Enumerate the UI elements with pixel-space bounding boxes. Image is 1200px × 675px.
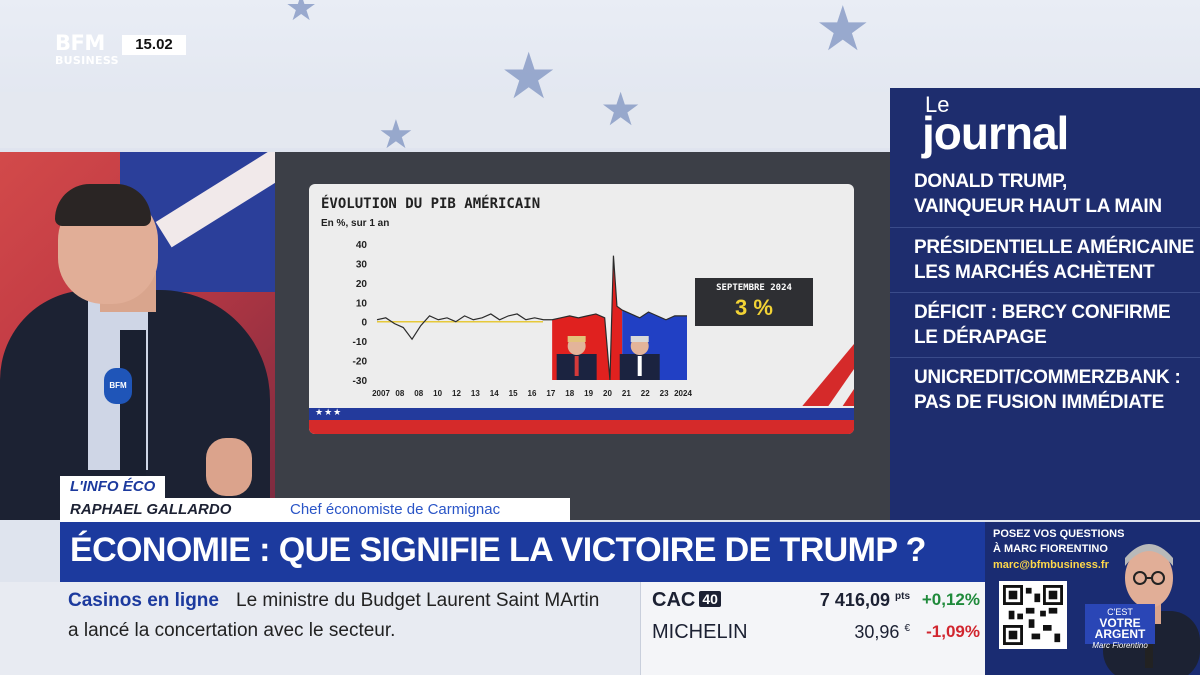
y-tick-label: -20 <box>353 357 368 368</box>
promo-panel: POSEZ VOS QUESTIONS À MARC FIORENTINO ma… <box>985 522 1200 675</box>
x-tick-label: 15 <box>509 389 518 398</box>
news-ticker: Casinos en ligne Le ministre du Budget L… <box>0 582 640 675</box>
journal-item[interactable]: DONALD TRUMP, VAINQUEUR HAUT LA MAIN <box>890 162 1200 226</box>
journal-item[interactable]: UNICREDIT/COMMERZBANK : PAS DE FUSION IMM… <box>890 357 1200 421</box>
headline-bar: ÉCONOMIE : QUE SIGNIFIE LA VICTOIRE DE T… <box>60 522 985 582</box>
chart-card: 40 30 20 10 0 -10 -20 -30 2007 08 08 10 12 13 14 15 16 17… <box>309 184 854 434</box>
journal-item-line1: DONALD TRUMP, <box>914 171 1068 192</box>
portrait-hair <box>630 336 649 342</box>
market-row: CAC 40 7 416,09 pts +0,12% <box>641 585 986 615</box>
show-badge-sign: Marc Fiorentino <box>1092 641 1148 650</box>
journal-panel: Le journal DONALD TRUMP, VAINQUEUR HAUT L… <box>890 88 1200 520</box>
promo-text: À MARC FIORENTINO <box>993 543 1108 555</box>
x-tick-label: 19 <box>584 389 593 398</box>
market-row: MICHELIN 30,96 € -1,09% <box>641 617 986 647</box>
guest-name: RAPHAEL GALLARDO <box>70 501 232 518</box>
promo-text: POSEZ VOS QUESTIONS <box>993 528 1125 540</box>
x-tick-label: 08 <box>414 389 423 398</box>
clock: 15.02 <box>122 35 186 55</box>
journal-item-line2: LE DÉRAPAGE <box>914 327 1047 348</box>
market-change: +0,12% <box>921 590 980 609</box>
host-portrait <box>1103 544 1200 675</box>
flag-strip <box>309 408 854 420</box>
market-name: MICHELIN <box>652 621 748 643</box>
star-icon: ★ <box>815 0 871 65</box>
x-tick-label: 21 <box>622 389 631 398</box>
y-tick-label: 40 <box>356 240 368 251</box>
market-badge: 40 <box>699 591 721 607</box>
journal-title: journal <box>922 107 1069 159</box>
x-tick-label: 14 <box>490 389 499 398</box>
microphone-icon: BFM <box>104 368 132 404</box>
star-icon: ★ <box>285 0 318 29</box>
logo-subtext: BUSINESS <box>55 54 119 67</box>
x-tick-label: 08 <box>395 389 404 398</box>
portrait-tie <box>574 356 579 376</box>
chart-subtitle: En %, sur 1 an <box>321 218 390 229</box>
journal-item[interactable]: PRÉSIDENTIELLE AMÉRICAINE : LES MARCHÉS A… <box>890 227 1200 291</box>
portrait-tie <box>637 356 642 376</box>
market-value: 7 416,09 <box>819 590 890 610</box>
y-tick-label: 0 <box>361 318 367 329</box>
y-tick-label: 10 <box>356 298 368 309</box>
journal-item-line1: DÉFICIT : BERCY CONFIRME <box>914 302 1171 323</box>
y-tick-label: 20 <box>356 279 368 290</box>
x-tick-label: 18 <box>565 389 574 398</box>
callout-value: 3 % <box>735 295 773 320</box>
logo-text: BFM <box>55 31 105 55</box>
market-ticker: CAC 40 7 416,09 pts +0,12% MICHELIN 30,96… <box>640 582 985 675</box>
star-icon: ★ <box>600 82 642 136</box>
ticker-title: Casinos en ligne <box>68 590 219 611</box>
journal-item-line2: VAINQUEUR HAUT LA MAIN <box>914 196 1162 217</box>
guest-role: Chef économiste de Carmignac <box>290 501 501 518</box>
x-tick-label: 22 <box>641 389 650 398</box>
channel-logo: BFM BUSINESS <box>55 31 119 73</box>
x-tick-label: 20 <box>603 389 612 398</box>
market-name: CAC <box>652 589 696 611</box>
gdp-line <box>376 255 687 381</box>
show-badge: C'EST VOTRE ARGENT Marc Fiorentino <box>1085 604 1155 650</box>
ticker-text: a lancé la concertation avec le secteur. <box>68 620 396 641</box>
backdrop-band <box>0 92 890 148</box>
journal-item-line2: LES MARCHÉS ACHÈTENT <box>914 262 1155 283</box>
star-icon: ★ <box>500 40 558 114</box>
y-tick-label: -10 <box>353 337 368 348</box>
market-change: -1,09% <box>926 622 980 641</box>
show-badge-small: C'EST <box>1107 607 1133 617</box>
presenter-video: BFM <box>0 152 275 520</box>
star-icon: ★ <box>378 112 414 158</box>
qr-code-icon[interactable] <box>999 581 1067 649</box>
market-unit: pts <box>895 591 910 602</box>
x-tick-label: 2007 <box>372 389 390 398</box>
journal-item[interactable]: DÉFICIT : BERCY CONFIRME LE DÉRAPAGE <box>890 292 1200 356</box>
x-tick-label: 2024 <box>674 389 692 398</box>
x-tick-label: 17 <box>546 389 555 398</box>
show-badge-title: VOTRE ARGENT <box>1094 616 1146 641</box>
segment-tag: L'INFO ÉCO <box>60 476 166 498</box>
journal-le: Le <box>925 92 950 117</box>
x-tick-label: 12 <box>452 389 461 398</box>
promo-email[interactable]: marc@bfmbusiness.fr <box>993 559 1109 571</box>
guest-name-bar: RAPHAEL GALLARDO Chef économiste de Carm… <box>60 498 570 522</box>
chart-title: ÉVOLUTION DU PIB AMÉRICAIN <box>321 196 541 212</box>
market-unit: € <box>904 623 910 634</box>
x-tick-label: 23 <box>660 389 669 398</box>
gdp-callout: SEPTEMBRE 2024 3 % <box>695 278 813 326</box>
callout-label: SEPTEMBRE 2024 <box>716 283 792 293</box>
journal-item-line1: UNICREDIT/COMMERZBANK : <box>914 367 1181 388</box>
x-tick-label: 13 <box>471 389 480 398</box>
x-tick-label: 10 <box>433 389 442 398</box>
x-tick-label: 16 <box>528 389 537 398</box>
y-tick-label: -30 <box>353 376 368 387</box>
y-tick-label: 30 <box>356 259 368 270</box>
journal-item-line2: PAS DE FUSION IMMÉDIATE <box>914 392 1164 413</box>
headline: ÉCONOMIE : QUE SIGNIFIE LA VICTOIRE DE T… <box>70 531 926 569</box>
journal-item-line1: PRÉSIDENTIELLE AMÉRICAINE : <box>914 237 1200 258</box>
star-icon: ★★★ <box>315 408 343 418</box>
portrait-hair <box>567 336 586 342</box>
ticker-text: Le ministre du Budget Laurent Saint MArt… <box>236 590 600 611</box>
market-value: 30,96 <box>854 622 900 642</box>
